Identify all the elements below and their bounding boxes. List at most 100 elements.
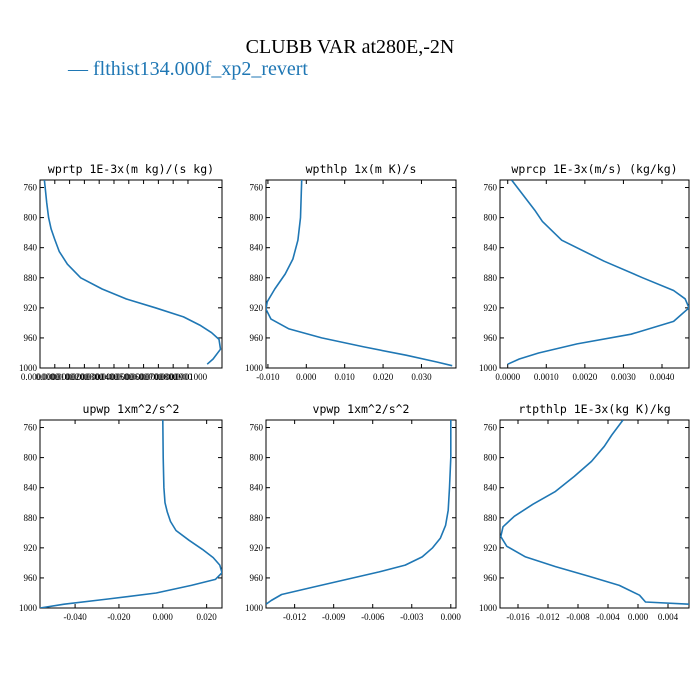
y-tick-label: 960 <box>250 573 264 583</box>
y-tick-label: 800 <box>484 213 498 223</box>
x-tick-label: 0.0000000 <box>21 372 60 382</box>
x-tick-label: 0.0020 <box>572 372 597 382</box>
y-tick-label: 880 <box>250 513 264 523</box>
x-tick-label: -0.004 <box>596 612 620 622</box>
series-line <box>266 420 452 605</box>
y-tick-label: 960 <box>250 333 264 343</box>
axes-frame <box>39 179 223 369</box>
y-tick-label: 840 <box>250 243 264 253</box>
x-tick-label: 0.0000 <box>495 372 520 382</box>
y-tick-label: 880 <box>484 273 498 283</box>
x-tick-label: 0.0030 <box>611 372 636 382</box>
y-tick-label: 840 <box>484 483 498 493</box>
y-tick-label: 1000 <box>479 363 498 373</box>
panel-5: vpwp 1xm^2/s^2 760 800 840 880 920 960 1000 -0.0… <box>245 402 461 622</box>
x-tick-label: 0.0000500 <box>95 372 134 382</box>
y-tick-label: 840 <box>24 483 38 493</box>
y-tick-label: 760 <box>484 183 498 193</box>
x-tick-label: 0.010 <box>335 372 356 382</box>
y-tick-label: 800 <box>250 213 264 223</box>
series-line <box>507 180 689 365</box>
x-tick-label: 0.0010 <box>534 372 559 382</box>
panel-3: wprcp 1E-3x(m/s) (kg/kg) 760 800 840 880 920 9… <box>479 162 690 382</box>
series-line <box>43 180 222 365</box>
y-tick-label: 960 <box>24 333 38 343</box>
axes-frame <box>499 419 690 609</box>
legend-line-marker: — <box>68 58 93 80</box>
y-tick-label: 800 <box>24 453 38 463</box>
y-tick-label: 760 <box>250 183 264 193</box>
y-tick-label: 1000 <box>19 363 38 373</box>
legend-label: flthist134.000f_xp2_revert <box>93 58 308 80</box>
y-tick-label: 760 <box>24 183 38 193</box>
x-tick-label: 0.0040 <box>650 372 675 382</box>
panel-title: wprtp 1E-3x(m kg)/(s kg) <box>48 162 214 176</box>
x-tick-label: 0.0001000 <box>169 372 208 382</box>
panel-title: wprcp 1E-3x(m/s) (kg/kg) <box>511 162 677 176</box>
panel-title: vpwp 1xm^2/s^2 <box>313 402 410 416</box>
panel-6: rtpthlp 1E-3x(kg K)/kg 760 800 840 880 920 960… <box>479 402 690 622</box>
y-tick-label: 1000 <box>245 603 264 613</box>
panel-4: upwp 1xm^2/s^2 760 800 840 880 920 960 1000 -0.0… <box>19 402 223 622</box>
y-tick-label: 800 <box>484 453 498 463</box>
y-tick-label: 920 <box>250 303 264 313</box>
x-tick-label: -0.009 <box>322 612 346 622</box>
x-tick-label: 0.0000200 <box>50 372 89 382</box>
x-tick-label: 0.000 <box>296 372 317 382</box>
x-tick-label: 0.0000100 <box>36 372 75 382</box>
panel-title: upwp 1xm^2/s^2 <box>83 402 180 416</box>
x-tick-label: -0.006 <box>361 612 385 622</box>
axes-frame <box>39 419 223 609</box>
panel-title: rtpthlp 1E-3x(kg K)/kg <box>518 402 670 416</box>
axes-frame <box>265 419 457 609</box>
y-tick-label: 920 <box>250 543 264 553</box>
axes-frame <box>265 179 457 369</box>
x-tick-label: -0.020 <box>107 612 131 622</box>
y-tick-label: 1000 <box>245 363 264 373</box>
panel-1: wprtp 1E-3x(m kg)/(s kg) 760 800 840 880 920 9… <box>19 162 223 382</box>
y-tick-label: 960 <box>24 573 38 583</box>
main-title: CLUBB VAR at280E,-2N <box>245 36 455 58</box>
x-tick-label: 0.0000300 <box>65 372 104 382</box>
x-tick-label: 0.0000900 <box>154 372 193 382</box>
axes-frame <box>499 179 690 369</box>
y-tick-label: 880 <box>484 513 498 523</box>
x-tick-label: -0.010 <box>256 372 280 382</box>
y-tick-label: 840 <box>484 243 498 253</box>
y-tick-label: 880 <box>24 273 38 283</box>
x-tick-label: 0.004 <box>658 612 679 622</box>
y-tick-label: 920 <box>24 543 38 553</box>
y-tick-label: 920 <box>484 303 498 313</box>
y-tick-label: 800 <box>24 213 38 223</box>
x-tick-label: 0.000 <box>153 612 174 622</box>
x-tick-label: 0.0000700 <box>124 372 163 382</box>
x-tick-label: 0.0000600 <box>110 372 149 382</box>
series-line <box>266 180 453 367</box>
y-tick-label: 880 <box>250 273 264 283</box>
y-tick-label: 760 <box>24 423 38 433</box>
x-tick-label: 0.0000800 <box>139 372 178 382</box>
y-tick-label: 840 <box>250 483 264 493</box>
x-tick-label: -0.012 <box>283 612 306 622</box>
series-line <box>500 420 689 605</box>
y-tick-label: 960 <box>484 573 498 583</box>
series-line <box>40 420 222 608</box>
y-tick-label: 920 <box>484 543 498 553</box>
x-tick-label: -0.040 <box>63 612 87 622</box>
x-tick-label: 0.0000400 <box>80 372 119 382</box>
y-tick-label: 880 <box>24 513 38 523</box>
x-tick-label: 0.000 <box>441 612 462 622</box>
y-tick-label: 1000 <box>19 603 38 613</box>
panel-2: wpthlp 1x(m K)/s 760 800 840 880 920 960 1000-0… <box>245 162 457 382</box>
y-tick-label: 920 <box>24 303 38 313</box>
x-tick-label: 0.020 <box>197 612 218 622</box>
panel-title: wpthlp 1x(m K)/s <box>306 162 417 176</box>
y-tick-label: 1000 <box>479 603 498 613</box>
x-tick-label: 0.000 <box>628 612 649 622</box>
x-tick-label: -0.008 <box>566 612 590 622</box>
x-tick-label: -0.003 <box>400 612 424 622</box>
y-tick-label: 760 <box>250 423 264 433</box>
legend: — flthist134.000f_xp2_revert <box>68 58 308 81</box>
x-tick-label: 0.030 <box>411 372 432 382</box>
